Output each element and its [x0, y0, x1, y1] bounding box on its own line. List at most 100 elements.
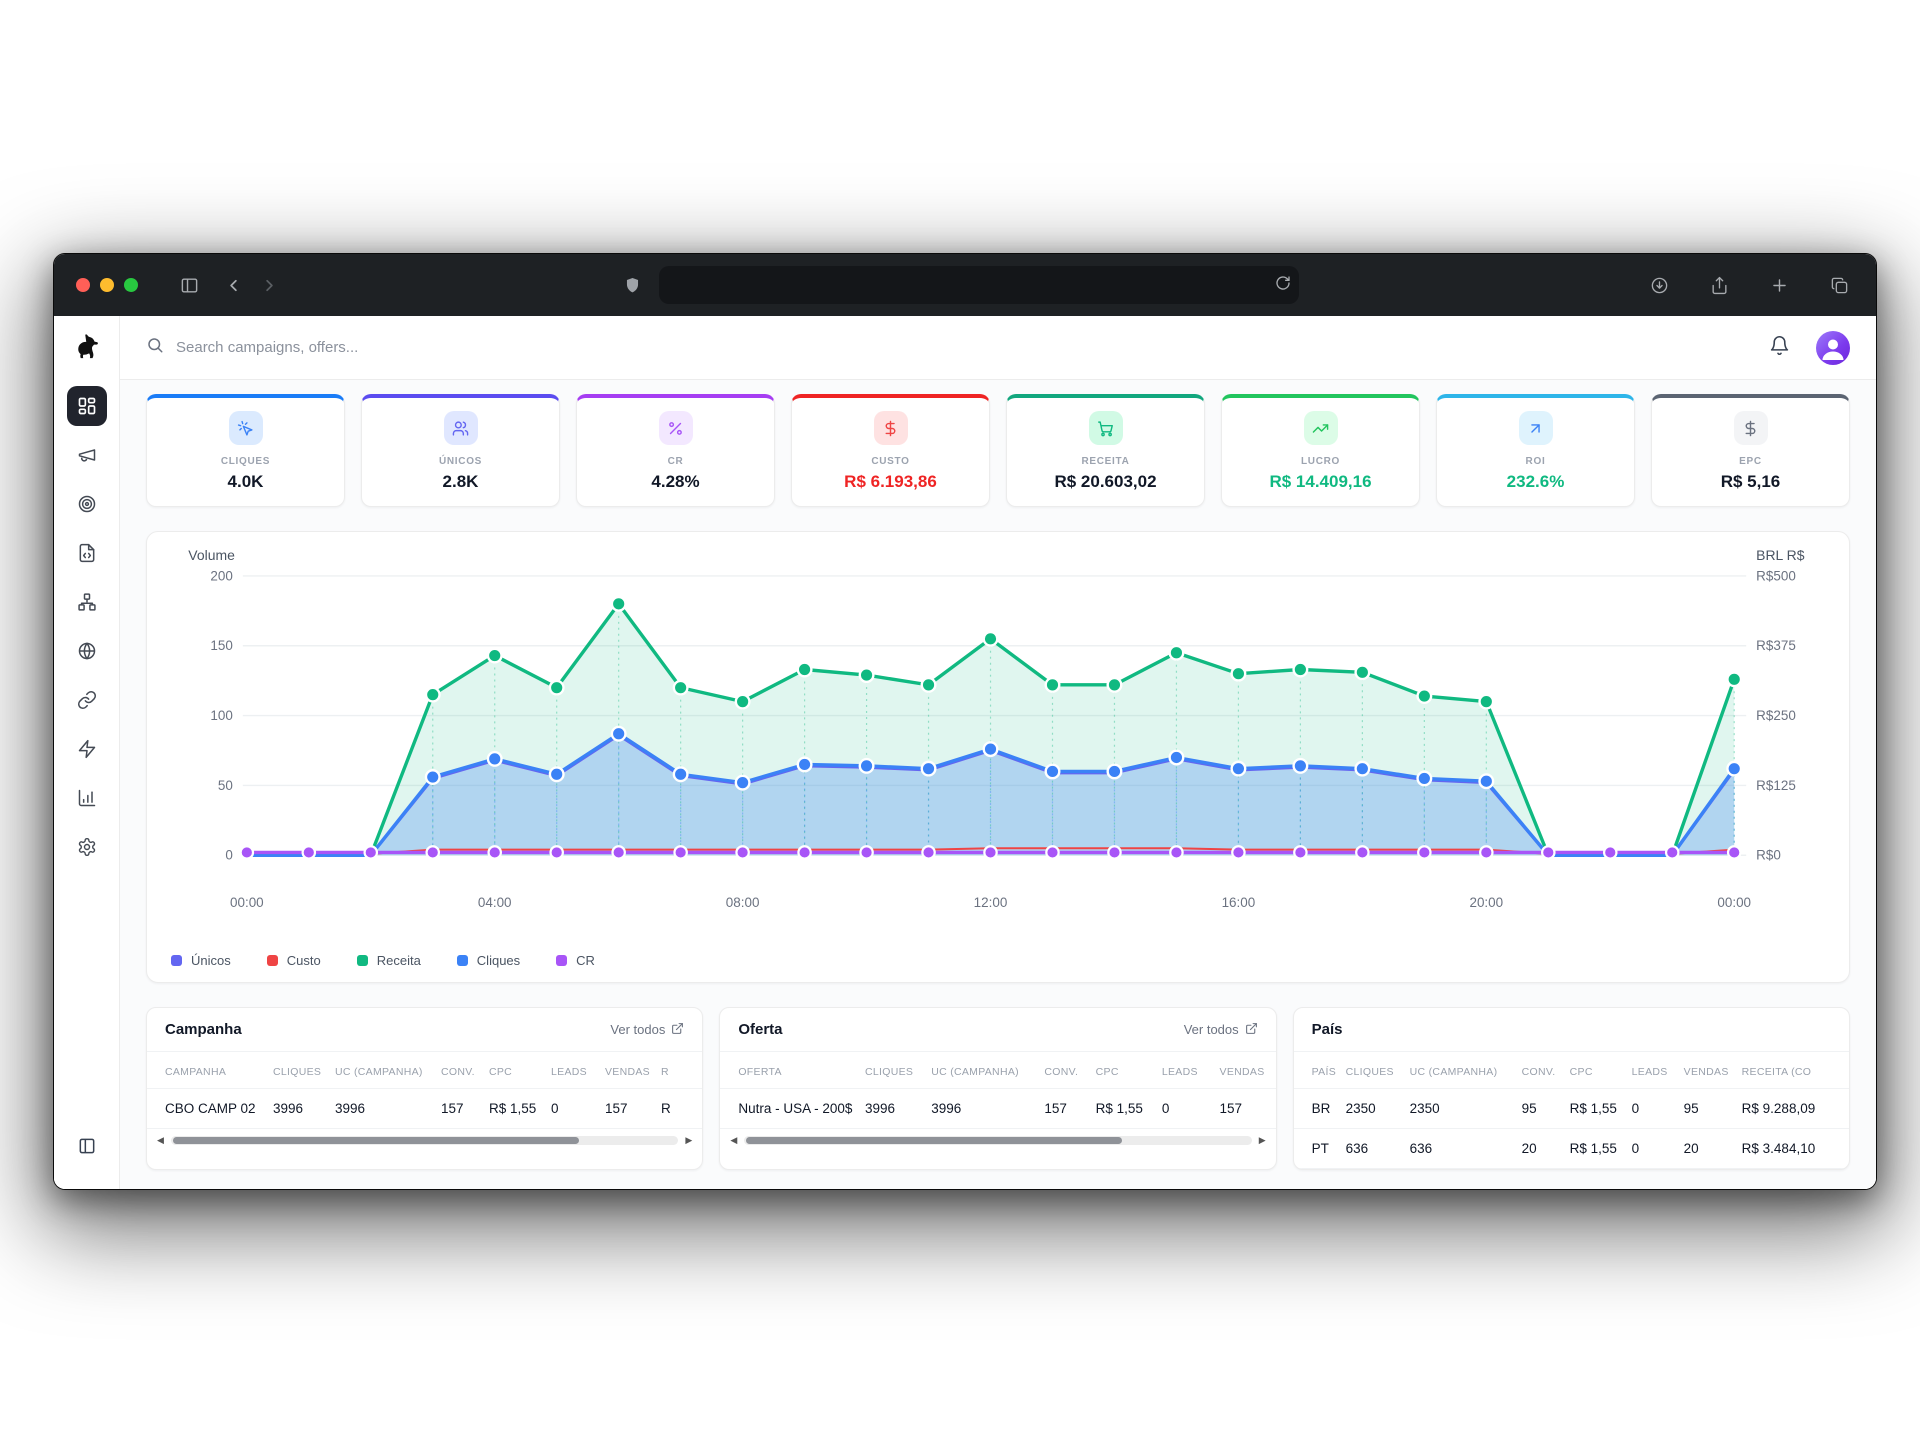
forward-icon[interactable] — [254, 270, 284, 300]
svg-text:R$375: R$375 — [1756, 638, 1796, 653]
svg-text:R$250: R$250 — [1756, 708, 1796, 723]
scroll-left-icon[interactable]: ◀ — [157, 1135, 164, 1146]
table-row[interactable]: CBO CAMP 02 3996 3996 157 R$ 1,55 0 157 R — [147, 1088, 703, 1130]
scrollbar-thumb[interactable] — [746, 1137, 1122, 1145]
ver-todos-link[interactable]: Ver todos — [1184, 1022, 1258, 1038]
kpi-label: EPC — [1739, 456, 1762, 467]
sidebar-item-dashboard[interactable] — [66, 386, 107, 426]
sidebar — [54, 316, 120, 1189]
horizontal-scrollbar: ◀ ▶ — [720, 1129, 1275, 1154]
table-row[interactable]: PT 636 636 20 R$ 1,55 0 20 R$ 3.484,10 — [1293, 1128, 1849, 1170]
kpi-value: R$ 5,16 — [1720, 472, 1781, 491]
browser-window: CLIQUES 4.0K ÚNICOS 2.8K C — [53, 253, 1877, 1190]
panel-title: Campanha — [165, 1021, 242, 1039]
scrollbar-track[interactable] — [744, 1136, 1252, 1146]
search-input[interactable] — [176, 339, 596, 356]
scroll-right-icon[interactable]: ▶ — [1258, 1135, 1266, 1146]
percent-icon — [658, 411, 693, 445]
column-header: LEADS — [1631, 1066, 1668, 1079]
tab-overview-icon[interactable] — [1824, 270, 1854, 300]
trending-up-icon — [1303, 411, 1338, 445]
kpi-value: R$ 20.603,02 — [1054, 472, 1157, 491]
kpi-label: CUSTO — [871, 456, 910, 467]
close-window-button[interactable] — [76, 278, 90, 292]
sidebar-item-domains[interactable] — [67, 631, 107, 671]
sidebar-item-reports[interactable] — [67, 778, 107, 818]
kpi-label: ÚNICOS — [438, 456, 483, 467]
shopping-cart-icon — [1088, 411, 1123, 445]
share-icon[interactable] — [1704, 270, 1734, 300]
sidebar-item-integrations[interactable] — [67, 729, 107, 769]
privacy-shield-icon[interactable] — [617, 270, 647, 300]
external-link-icon — [671, 1022, 684, 1038]
chart-legend: Únicos Custo Receita Cliques CR — [167, 945, 1829, 970]
legend-item-receita[interactable]: Receita — [356, 953, 421, 968]
scrollbar-track[interactable] — [170, 1136, 679, 1146]
dashboard-content: CLIQUES 4.0K ÚNICOS 2.8K C — [120, 380, 1876, 1189]
svg-text:R$500: R$500 — [1756, 568, 1796, 583]
svg-text:150: 150 — [210, 638, 232, 653]
legend-item-custo[interactable]: Custo — [266, 953, 321, 968]
svg-text:12:00: 12:00 — [974, 895, 1008, 910]
volume-chart: 0 R$0 50 R$125 100 R$250 150 R$375 200 R$500 Volum… — [167, 546, 1829, 945]
kpi-card-unicos: ÚNICOS 2.8K — [361, 394, 560, 507]
sidebar-item-campaigns[interactable] — [67, 435, 107, 475]
mouse-pointer-click-icon — [228, 411, 263, 445]
kpi-label: LUCRO — [1300, 456, 1341, 467]
column-header: CPC — [1095, 1066, 1119, 1079]
collapse-sidebar-icon[interactable] — [67, 1126, 107, 1166]
scroll-right-icon[interactable]: ▶ — [685, 1135, 693, 1146]
sidebar-item-flows[interactable] — [67, 582, 107, 622]
reload-icon[interactable] — [1275, 275, 1291, 296]
url-bar[interactable] — [659, 266, 1299, 304]
kpi-value: R$ 14.409,16 — [1269, 472, 1372, 491]
column-header: OFERTA — [738, 1066, 782, 1079]
scroll-left-icon[interactable]: ◀ — [730, 1135, 738, 1146]
legend-item-cr[interactable]: CR — [556, 953, 595, 968]
column-header: CLIQUES — [1345, 1066, 1394, 1079]
svg-text:R$0: R$0 — [1756, 848, 1781, 863]
column-header: LEADS — [1161, 1066, 1198, 1079]
legend-item-cliques[interactable]: Cliques — [456, 953, 520, 968]
notifications-bell-icon[interactable] — [1769, 335, 1790, 361]
column-header: UC (CAMPANHA) — [335, 1066, 423, 1079]
svg-text:0: 0 — [225, 848, 232, 863]
kpi-value: 4.0K — [227, 472, 264, 491]
ver-todos-link[interactable]: Ver todos — [610, 1022, 684, 1038]
svg-text:50: 50 — [218, 778, 233, 793]
kpi-row: CLIQUES 4.0K ÚNICOS 2.8K C — [146, 394, 1850, 507]
column-header: CLIQUES — [273, 1066, 322, 1079]
svg-text:00:00: 00:00 — [230, 895, 264, 910]
table-row[interactable]: BR 2350 2350 95 R$ 1,55 0 95 R$ 9.288,09 — [1293, 1088, 1849, 1130]
panel-title: Oferta — [738, 1021, 783, 1039]
column-header: CPC — [489, 1066, 513, 1079]
panel-title: País — [1311, 1021, 1343, 1039]
pais-table: PAÍS CLIQUES UC (CAMPANHA) CONV. CPC LEADS VEN… — [1293, 1052, 1849, 1170]
browser-sidebar-toggle-icon[interactable] — [174, 270, 204, 300]
kpi-value: 232.6% — [1506, 472, 1565, 491]
app-logo-dog-icon[interactable] — [72, 332, 102, 362]
legend-swatch — [356, 955, 368, 967]
back-icon[interactable] — [218, 270, 248, 300]
sidebar-item-links[interactable] — [67, 680, 107, 720]
column-header: CPC — [1569, 1066, 1593, 1079]
column-header: CONV. — [441, 1066, 475, 1079]
column-header: UC (CAMPANHA) — [931, 1066, 1019, 1079]
minimize-window-button[interactable] — [100, 278, 114, 292]
user-avatar[interactable] — [1816, 330, 1850, 365]
downloads-icon[interactable] — [1644, 270, 1674, 300]
sidebar-item-offers[interactable] — [67, 484, 107, 524]
browser-titlebar — [54, 254, 1876, 316]
kpi-card-epc: EPC R$ 5,16 — [1651, 394, 1850, 507]
new-tab-icon[interactable] — [1764, 270, 1794, 300]
legend-item-únicos[interactable]: Únicos — [171, 953, 231, 968]
column-header: CONV. — [1044, 1066, 1079, 1079]
table-row[interactable]: Nutra - USA - 200$ 3996 3996 157 R$ 1,55 0 157 — [720, 1088, 1276, 1130]
zoom-window-button[interactable] — [124, 278, 138, 292]
sidebar-item-landers[interactable] — [67, 533, 107, 573]
svg-text:04:00: 04:00 — [478, 895, 512, 910]
svg-text:200: 200 — [210, 568, 232, 583]
kpi-label: CR — [667, 456, 684, 467]
scrollbar-thumb[interactable] — [172, 1137, 579, 1145]
sidebar-item-settings[interactable] — [67, 827, 107, 867]
